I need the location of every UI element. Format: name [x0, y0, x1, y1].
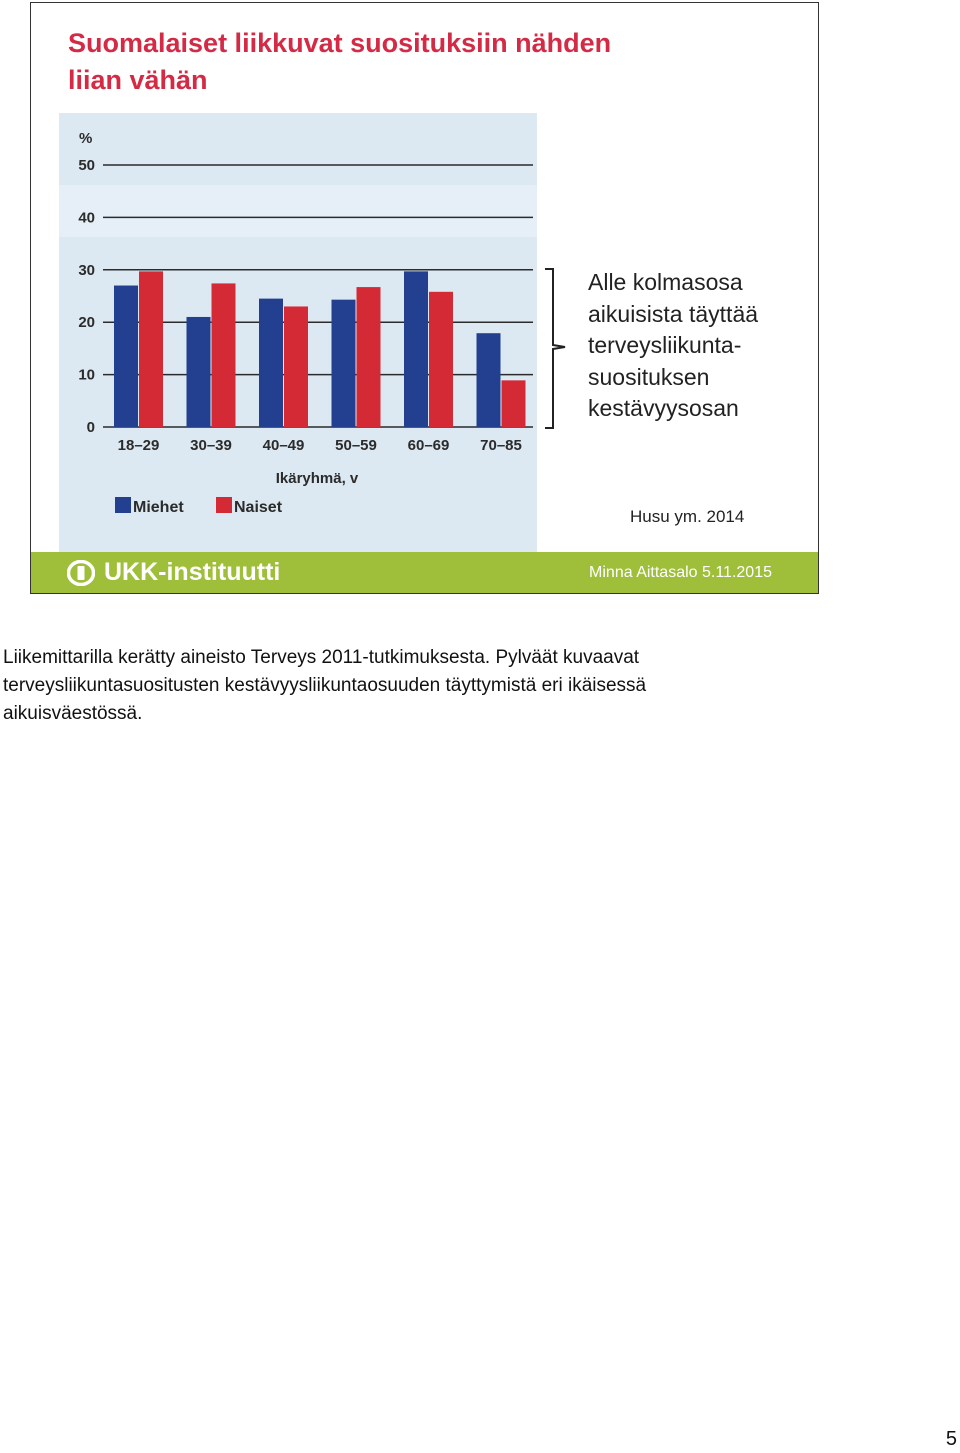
chart-panel: 0 10 20 30 40 50% 18–29 30–39 40–49 50–59 60–69 70–… — [59, 113, 537, 552]
bar-naiset-60–69 — [429, 291, 453, 427]
y-tick-label-10: 10 — [78, 367, 95, 384]
x-axis-title: Ikäryhmä, v — [276, 470, 359, 487]
bar-naiset-30–39 — [211, 283, 236, 427]
y-axis-label: % — [79, 130, 92, 147]
x-category-label-60–69: 60–69 — [408, 437, 450, 454]
x-category-label-70–85: 70–85 — [480, 437, 522, 454]
y-tick-label-30: 30 — [78, 262, 95, 279]
x-category-label-18–29: 18–29 — [118, 437, 160, 454]
citation: Husu ym. 2014 — [630, 507, 745, 526]
x-category-label-30–39: 30–39 — [190, 437, 232, 454]
slide: Suomalaiset liikkuvat suosituksiin nähde… — [30, 2, 819, 594]
y-tick-label-0: 0 — [87, 419, 95, 436]
ukk-logo-icon — [67, 560, 95, 586]
footer-author-date: Minna Aittasalo 5.11.2015 — [589, 564, 772, 581]
y-tick-label-50: 50 — [78, 157, 95, 174]
notes-line-1: Liikemittarilla kerätty aineisto Terveys… — [3, 647, 640, 668]
x-category-label-40–49: 40–49 — [263, 437, 305, 454]
bar-chart: 0 10 20 30 40 50% 18–29 30–39 40–49 50–59 60–69 70–… — [59, 130, 537, 516]
bar-miehet-60–69 — [404, 271, 428, 427]
notes-line-2: terveysliikuntasuositusten kestävyysliik… — [3, 675, 647, 696]
legend-label-naiset: Naiset — [234, 499, 283, 516]
bar-miehet-70–85 — [476, 333, 501, 427]
speaker-notes: Liikemittarilla kerätty aineisto Terveys… — [3, 644, 958, 728]
bracket-icon — [545, 268, 566, 429]
notes-line-3: aikuisväestössä. — [3, 703, 143, 724]
y-tick-label-20: 20 — [78, 314, 95, 331]
y-tick-label-40: 40 — [78, 209, 95, 226]
legend-swatch-naiset — [216, 497, 232, 513]
annotation-text: Alle kolmasosa aikuisista täyttää tervey… — [588, 267, 813, 425]
bar-miehet-50–59 — [331, 299, 356, 427]
page-number: 5 — [945, 1428, 957, 1450]
legend-label-miehet: Miehet — [133, 499, 184, 516]
bar-miehet-30–39 — [186, 316, 211, 427]
slide-title-line-1: Suomalaiset liikkuvat suosituksiin nähde… — [68, 28, 612, 58]
slide-title-line-2: liian vähän — [68, 65, 208, 95]
bar-naiset-70–85 — [501, 380, 526, 427]
slide-title: Suomalaiset liikkuvat suosituksiin nähde… — [68, 25, 768, 99]
footer-bar: UKK-instituutti Minna Aittasalo 5.11.201… — [31, 552, 818, 593]
annotation-line-3: terveysliikunta- — [588, 332, 742, 358]
annotation-line-5: kestävyysosan — [588, 395, 739, 421]
bar-naiset-40–49 — [284, 306, 308, 427]
bar-miehet-18–29 — [114, 285, 138, 427]
bar-miehet-40–49 — [259, 298, 283, 427]
bar-naiset-50–59 — [356, 287, 381, 427]
annotation-line-1: Alle kolmasosa — [588, 269, 743, 295]
legend-swatch-miehet — [115, 497, 131, 513]
chart-band — [59, 185, 537, 237]
annotation-line-2: aikuisista täyttää — [588, 300, 759, 327]
logo-text: UKK-instituutti — [104, 558, 281, 586]
bar-naiset-18–29 — [139, 271, 163, 427]
x-category-label-50–59: 50–59 — [335, 437, 377, 454]
annotation-line-4: suosituksen — [588, 363, 710, 390]
